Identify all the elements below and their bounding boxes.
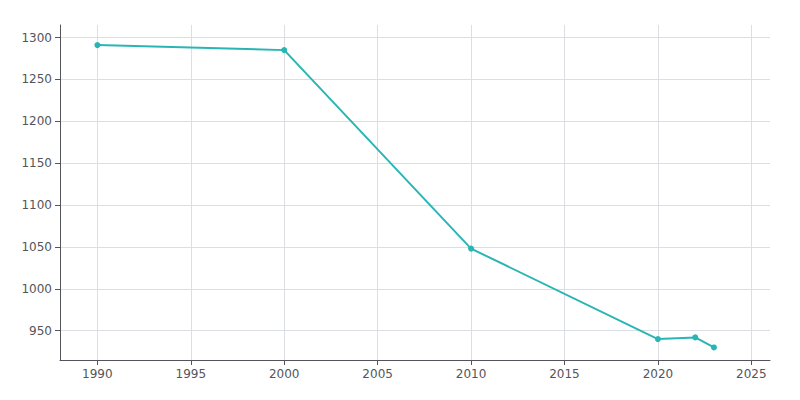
svg-text:2025: 2025 — [736, 367, 767, 381]
svg-text:1000: 1000 — [21, 282, 52, 296]
svg-text:2020: 2020 — [643, 367, 674, 381]
svg-text:1200: 1200 — [21, 114, 52, 128]
svg-text:1050: 1050 — [21, 240, 52, 254]
svg-text:2005: 2005 — [362, 367, 393, 381]
svg-text:1100: 1100 — [21, 198, 52, 212]
svg-text:1990: 1990 — [82, 367, 113, 381]
svg-text:2000: 2000 — [269, 367, 300, 381]
svg-text:950: 950 — [29, 324, 52, 338]
svg-text:1250: 1250 — [21, 72, 52, 86]
svg-text:1300: 1300 — [21, 31, 52, 45]
svg-text:1995: 1995 — [176, 367, 207, 381]
svg-text:2010: 2010 — [456, 367, 487, 381]
svg-text:2015: 2015 — [549, 367, 580, 381]
svg-text:1150: 1150 — [21, 156, 52, 170]
